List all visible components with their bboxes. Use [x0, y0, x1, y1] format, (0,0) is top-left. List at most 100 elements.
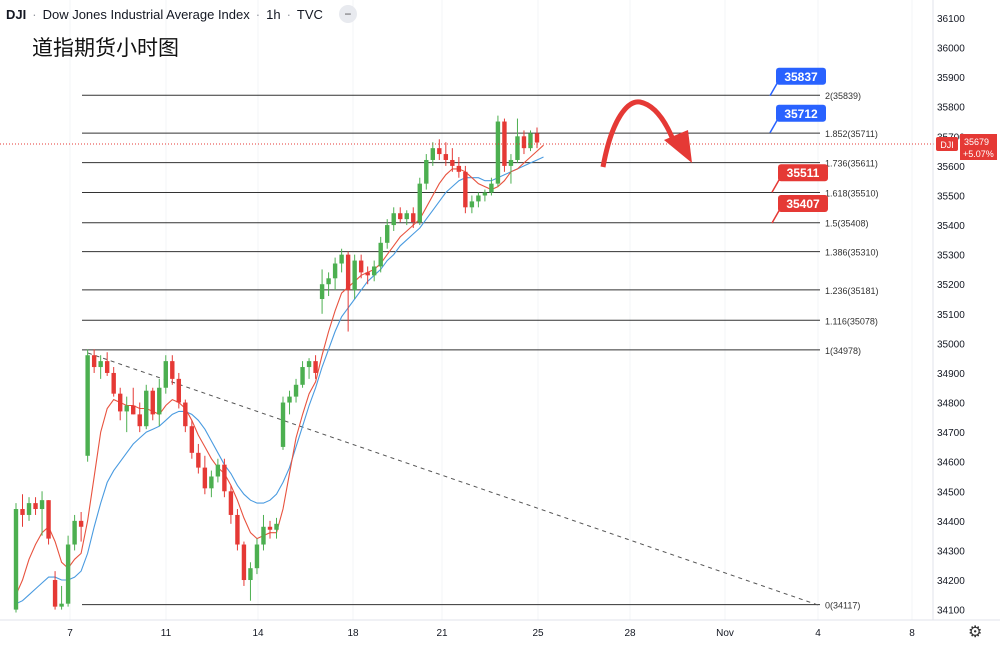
price-tag-value: 35511	[787, 166, 820, 180]
forecast-arrow	[600, 99, 692, 168]
minus-circle-icon[interactable]: −	[338, 5, 357, 23]
price-tag-box	[776, 104, 826, 122]
candle-body	[33, 503, 38, 510]
fib-label: 0(34117)	[825, 601, 860, 611]
candle-body	[293, 384, 299, 397]
price-tag-box	[778, 164, 828, 182]
fib-label: 1.116(35078)	[825, 316, 878, 326]
price-tick-label: 34500	[937, 487, 965, 498]
chart-grid	[69, 0, 913, 620]
candle-body	[241, 544, 247, 581]
candle-body	[300, 367, 305, 385]
candle-body	[26, 503, 32, 515]
time-tick-label: 25	[532, 628, 544, 639]
candle-body	[170, 361, 175, 379]
price-tag-pointer	[771, 177, 781, 193]
candle-body	[515, 136, 520, 160]
time-tick-label: 4	[815, 628, 821, 639]
moving-averages	[15, 144, 544, 605]
candle-body	[495, 121, 501, 184]
price-tick-label: 35900	[937, 73, 965, 84]
candle-body	[235, 514, 240, 545]
time-tick-label: 8	[909, 628, 915, 639]
candle-body	[91, 355, 97, 368]
candle-body	[371, 266, 377, 276]
candle-body	[124, 405, 129, 412]
candle-body	[391, 213, 396, 226]
time-tick-label: 7	[67, 628, 73, 639]
price-tag: 35712	[769, 104, 826, 134]
candle-body	[98, 361, 103, 368]
price-tick-label: 35800	[937, 103, 965, 114]
last-price-box	[960, 134, 997, 160]
candle-body	[287, 396, 292, 403]
price-tick-label: 34400	[937, 517, 965, 528]
candle-body	[306, 361, 312, 368]
price-tick-label: 36000	[937, 44, 965, 55]
price-tag-value: 35837	[784, 70, 818, 84]
candle-body	[521, 136, 527, 149]
price-tick-label: 35400	[937, 221, 965, 232]
price-tags: 35837 35712 35511 35407	[769, 67, 828, 224]
ma-slow-line	[15, 156, 544, 605]
price-tag: 35407	[771, 194, 828, 224]
last-price-change: +5.07%	[963, 149, 994, 159]
candle-body	[267, 526, 273, 530]
time-tick-label: 28	[624, 628, 636, 639]
time-axis[interactable]: 7 11 14 18 21 25 28 Nov 4 8	[0, 619, 1000, 639]
last-price-symbol-box	[936, 137, 958, 151]
candle-body	[118, 393, 123, 412]
candle-body	[78, 520, 84, 527]
candle-body	[176, 378, 182, 403]
candle-body	[209, 476, 214, 489]
price-tick-label: 36100	[937, 14, 965, 25]
trend-line	[87, 352, 819, 606]
candle-body	[339, 254, 344, 264]
price-tag-box	[778, 194, 828, 212]
fib-label: 2(35839)	[825, 91, 861, 101]
price-axis[interactable]: 3610036000359003580035700356003550035400…	[932, 0, 965, 620]
price-tick-label: 34600	[937, 458, 965, 469]
candle-body	[189, 426, 195, 453]
candle-body	[274, 523, 279, 530]
candle-body	[13, 509, 19, 610]
time-tick-label: 11	[161, 628, 172, 639]
candle-body	[450, 159, 455, 166]
candle-body	[326, 278, 331, 285]
symbol[interactable]: DJI	[6, 6, 27, 22]
candle-body	[85, 355, 90, 456]
candle-body	[463, 171, 468, 208]
price-tick-label: 35200	[937, 280, 965, 291]
last-price-value: 35679	[964, 137, 989, 147]
gear-icon[interactable]: ⚙	[968, 624, 983, 641]
candle-body	[39, 500, 45, 510]
candle-body	[424, 159, 429, 184]
candle-body	[534, 133, 540, 143]
candle-body	[222, 464, 227, 492]
candle-body	[411, 213, 416, 223]
price-tick-label: 35000	[937, 339, 965, 350]
candle-body	[378, 242, 383, 267]
candle-body	[157, 387, 162, 415]
candle-body	[385, 225, 390, 243]
price-tag-pointer	[769, 118, 779, 134]
candle-body	[437, 148, 442, 155]
candle-body	[398, 213, 403, 220]
price-tag-pointer	[771, 208, 781, 224]
price-tick-label: 35600	[937, 162, 965, 173]
candle-body	[456, 165, 462, 172]
candle-body	[131, 405, 136, 415]
candle-body	[163, 361, 168, 388]
candle-body	[508, 159, 514, 166]
candles	[13, 115, 540, 613]
price-tick-label: 34300	[937, 546, 965, 557]
price-tick-label: 35300	[937, 251, 965, 262]
price-tag-box	[776, 67, 826, 85]
last-price-label: DJI 35679 +5.07%	[936, 134, 997, 160]
interval[interactable]: 1h	[266, 6, 281, 22]
candle-body	[104, 361, 110, 373]
candle-body	[365, 272, 370, 276]
candle-body	[345, 254, 351, 291]
price-tick-label: 35100	[937, 310, 965, 321]
